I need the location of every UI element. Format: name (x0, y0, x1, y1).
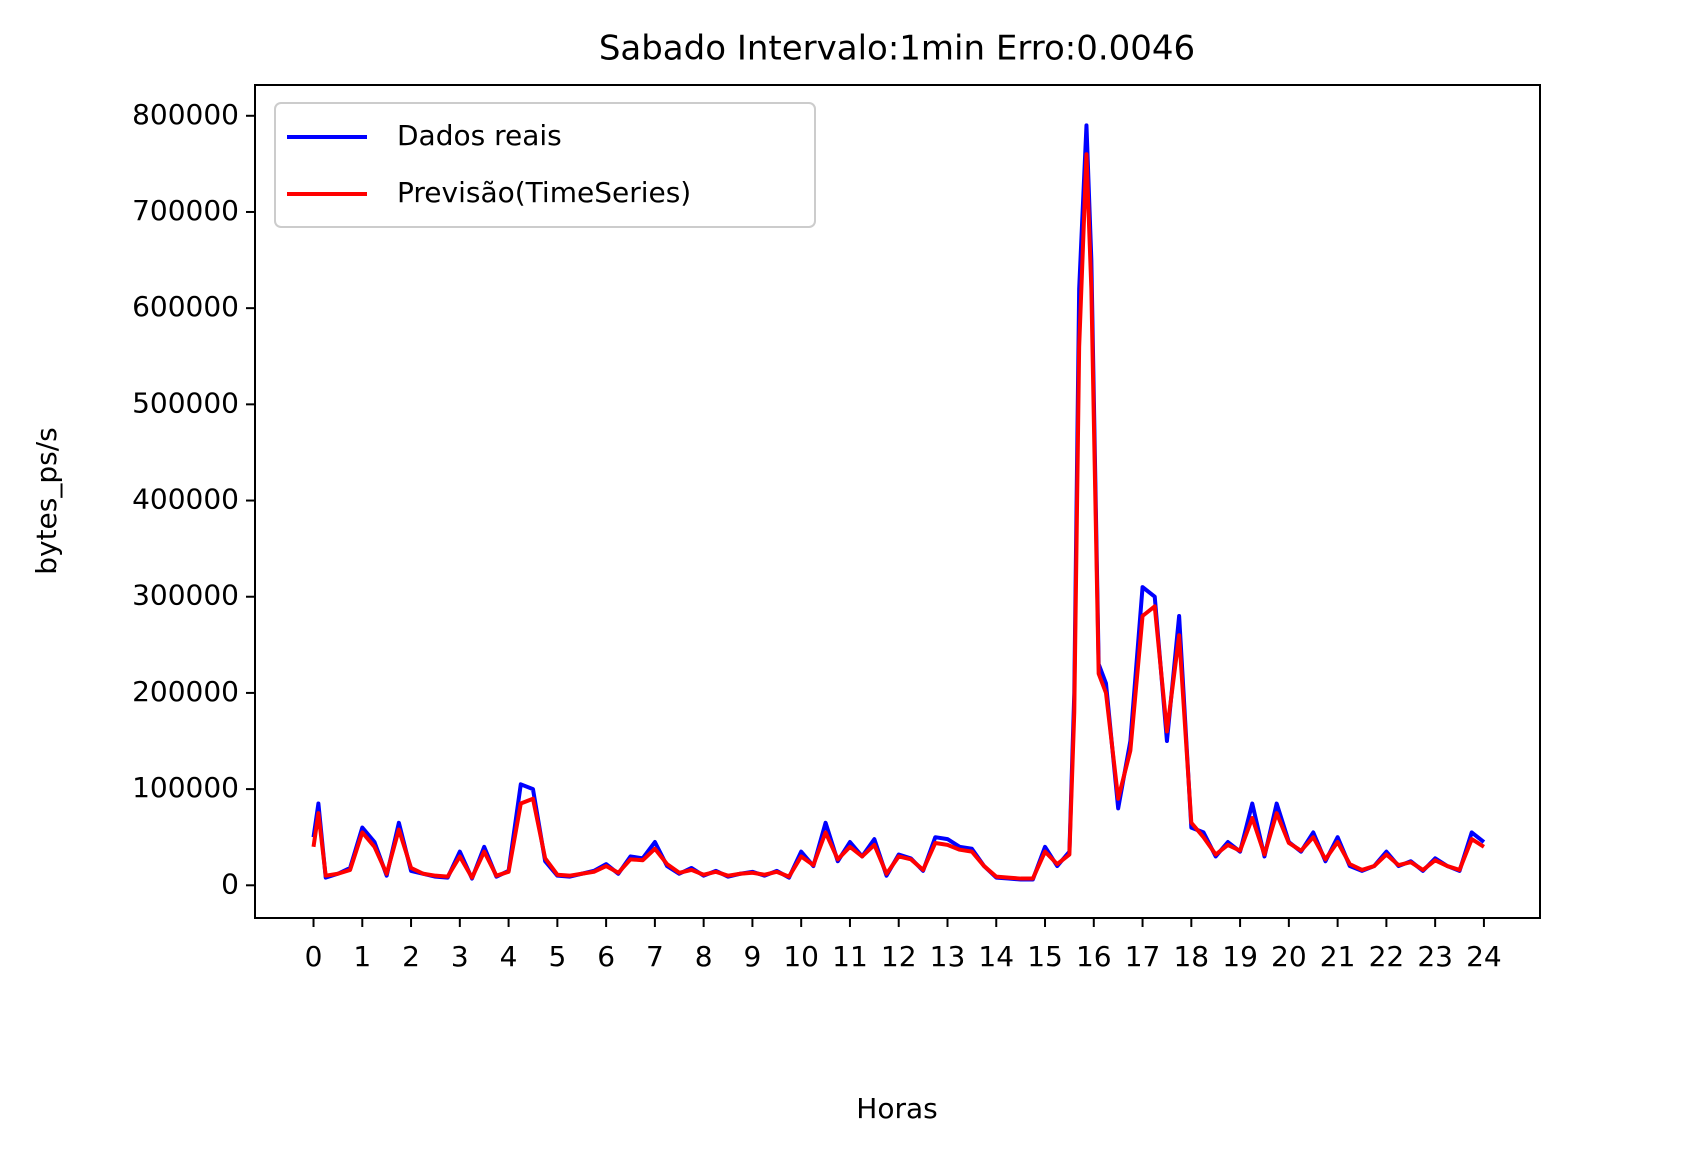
y-tick-label: 400000 (132, 483, 239, 516)
legend: Dados reais Previsão(TimeSeries) (274, 102, 816, 228)
x-tick-label: 23 (1417, 940, 1453, 973)
y-tick-label: 600000 (132, 290, 239, 323)
x-tick-label: 6 (597, 940, 615, 973)
y-tick-label: 800000 (132, 98, 239, 131)
chart-title: Sabado Intervalo:1min Erro:0.0046 (599, 29, 1195, 69)
y-tick-label: 100000 (132, 771, 239, 804)
x-tick-label: 21 (1320, 940, 1356, 973)
x-tick-label: 1 (353, 940, 371, 973)
x-tick-label: 13 (930, 940, 966, 973)
x-tick-label: 17 (1125, 940, 1161, 973)
y-tick-label: 700000 (132, 194, 239, 227)
y-tick-label: 0 (221, 867, 239, 900)
x-tick-label: 11 (832, 940, 868, 973)
x-tick-label: 19 (1222, 940, 1258, 973)
plot-area (311, 123, 1486, 882)
series-line (311, 152, 1485, 881)
x-axis-label: Horas (856, 1092, 937, 1125)
x-tick-label: 14 (978, 940, 1014, 973)
legend-box (274, 102, 816, 228)
x-tick-label: 9 (744, 940, 762, 973)
x-tick-label: 24 (1466, 940, 1502, 973)
x-tick-label: 15 (1027, 940, 1063, 973)
x-tick-label: 4 (500, 940, 518, 973)
y-tick-label: 500000 (132, 386, 239, 419)
x-tick-label: 12 (881, 940, 917, 973)
x-tick-label: 22 (1369, 940, 1405, 973)
legend-label: Dados reais (397, 119, 562, 152)
x-tick-label: 18 (1173, 940, 1209, 973)
x-tick-label: 8 (695, 940, 713, 973)
x-tick-label: 16 (1076, 940, 1112, 973)
x-tick-label: 2 (402, 940, 420, 973)
x-tick-label: 3 (451, 940, 469, 973)
x-tick-label: 5 (548, 940, 566, 973)
x-tick-label: 7 (646, 940, 664, 973)
x-tick-label: 20 (1271, 940, 1307, 973)
x-tick-label: 0 (305, 940, 323, 973)
y-tick-label: 200000 (132, 675, 239, 708)
legend-label: Previsão(TimeSeries) (397, 176, 691, 209)
y-axis-label: bytes_ps/s (30, 427, 63, 575)
y-tick-label: 300000 (132, 579, 239, 612)
x-tick-label: 10 (783, 940, 819, 973)
